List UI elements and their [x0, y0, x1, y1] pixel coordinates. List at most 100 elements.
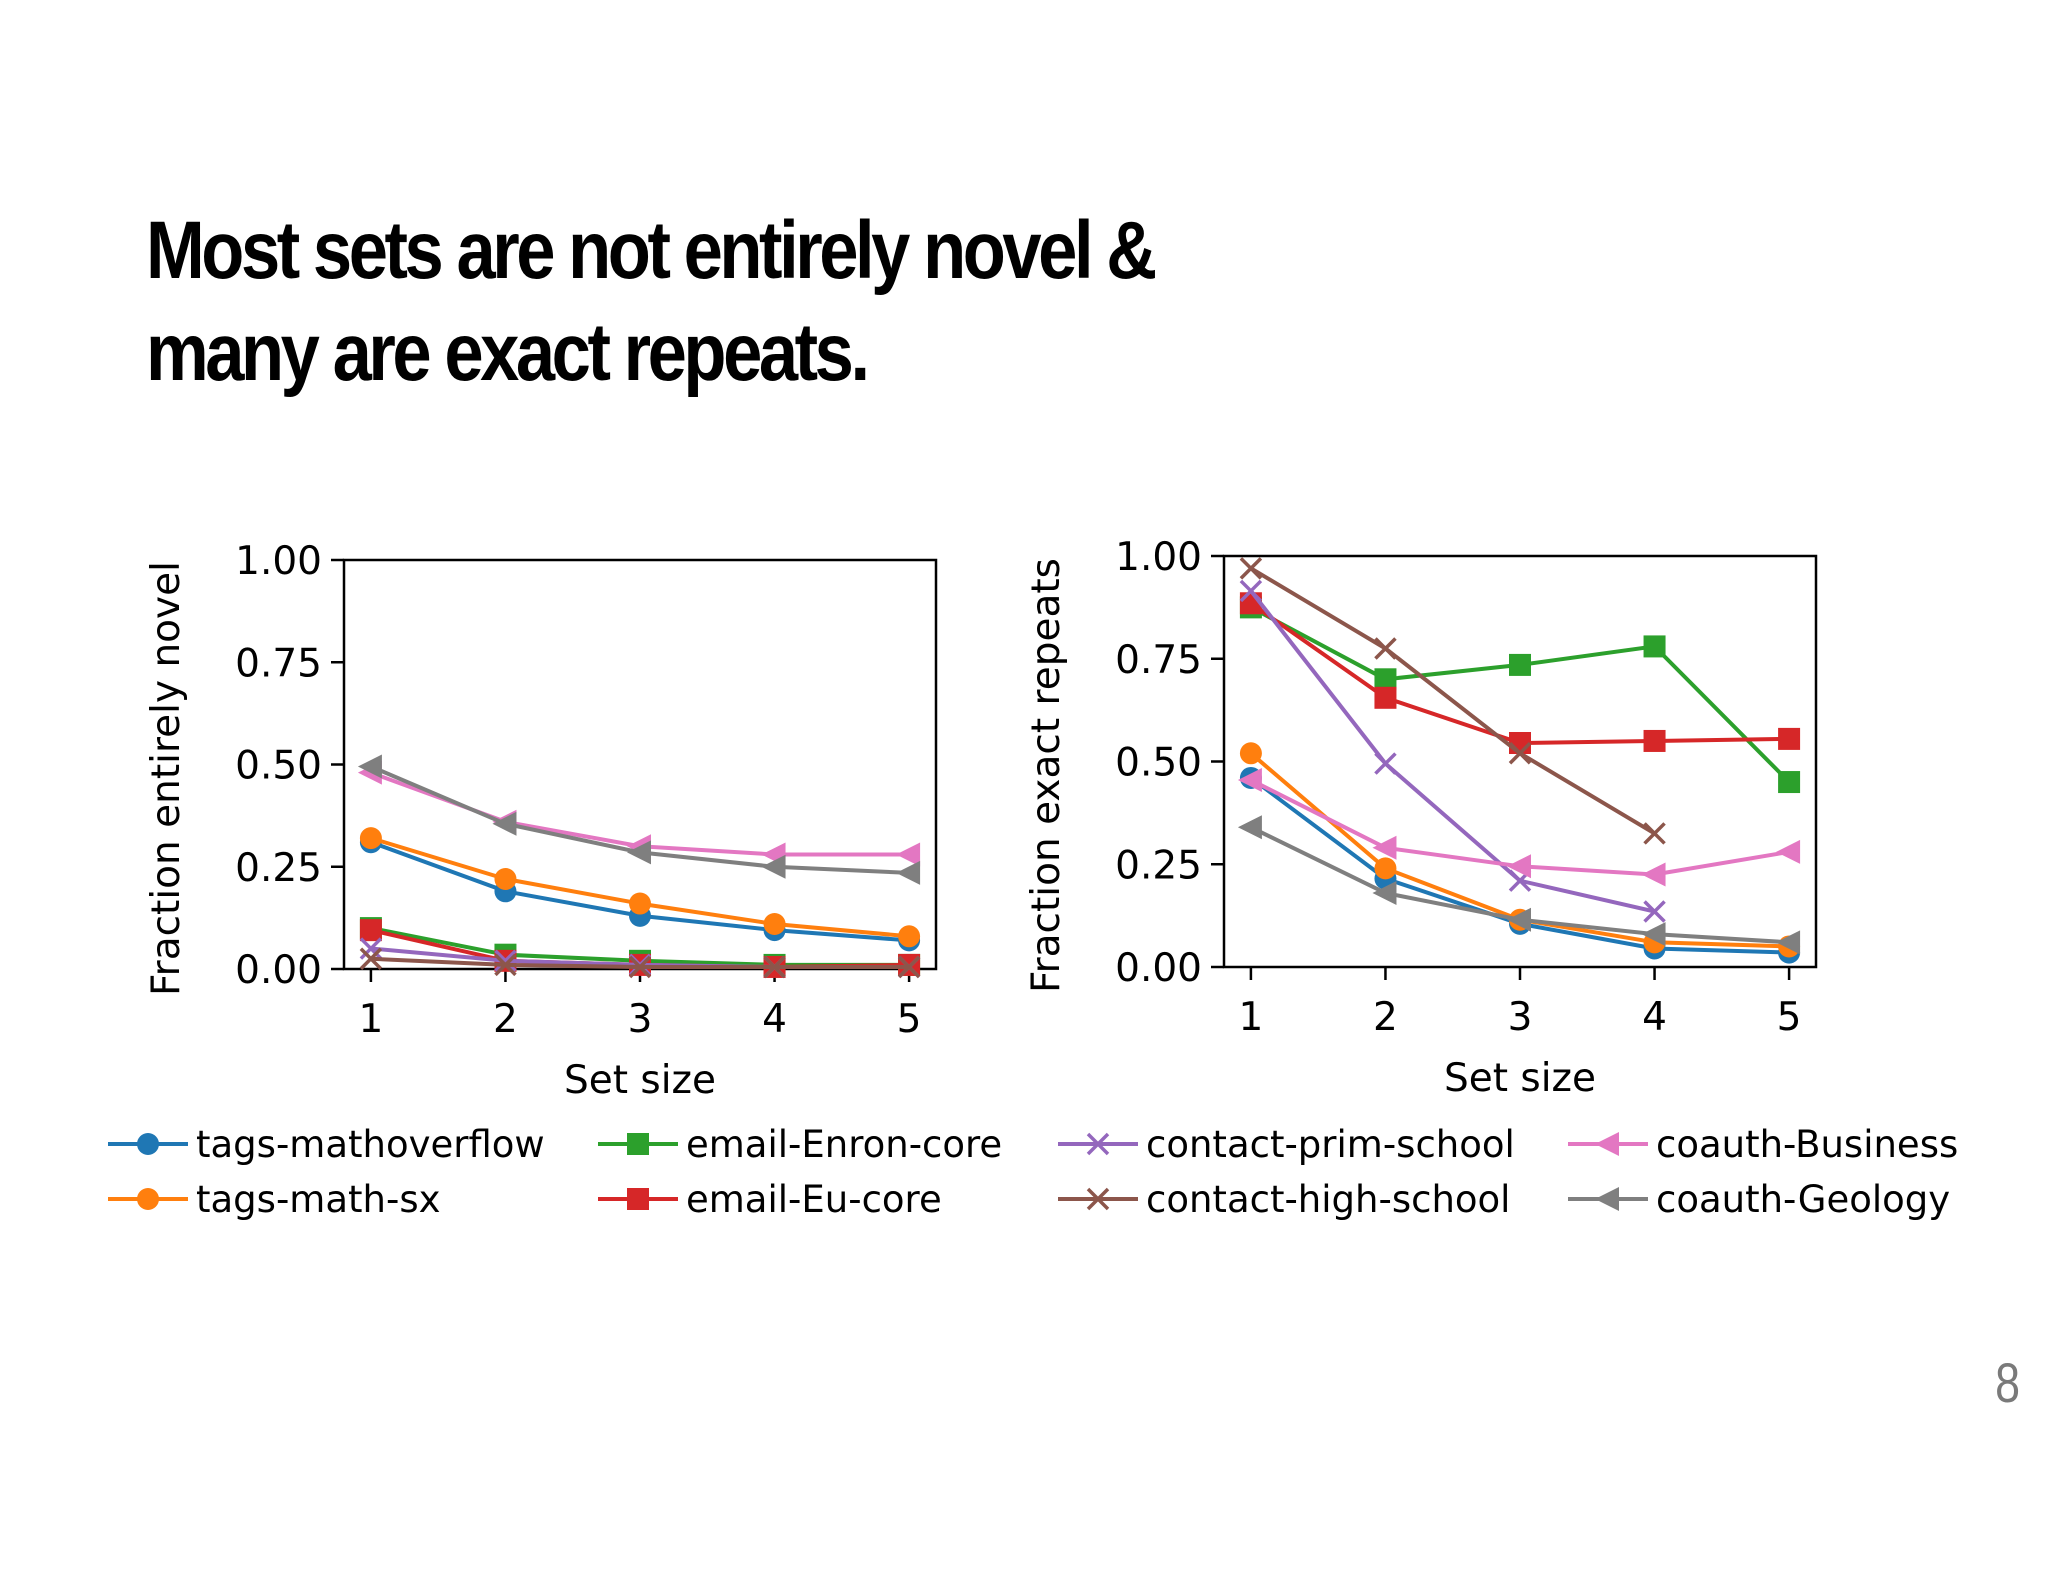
- data-point: [1643, 729, 1666, 752]
- x-tick-label: 4: [762, 997, 787, 1042]
- data-point: [492, 811, 517, 836]
- data-point: [1374, 668, 1397, 691]
- x-tick-label: 1: [358, 997, 383, 1042]
- y-tick-label: 0.50: [235, 744, 322, 789]
- x-tick-label: 2: [1373, 995, 1398, 1040]
- y-axis-label: Fraction exact repeats: [1024, 558, 1069, 993]
- data-point: [1643, 822, 1666, 845]
- legend-item-tags-mathoverflow: tags-mathoverflow: [108, 1123, 545, 1166]
- series-tags-mathoverflow: [359, 831, 921, 952]
- y-tick-label: 1.00: [1115, 535, 1202, 580]
- data-point: [763, 913, 786, 936]
- series-coauth-Business: [1237, 767, 1801, 887]
- y-tick-label: 0.00: [235, 948, 322, 993]
- plot-frame: [1222, 554, 1818, 969]
- legend-marker: [1595, 1187, 1619, 1211]
- data-point: [1237, 767, 1262, 792]
- legend-label: contact-prim-school: [1146, 1123, 1515, 1166]
- title-line-2: many are exact repeats.: [146, 307, 870, 398]
- x-axis-label: Set size: [564, 1058, 716, 1103]
- series-line: [1249, 566, 1656, 836]
- legend-item-contact-prim-school: contact-prim-school: [1058, 1123, 1515, 1166]
- series-coauth-Geology: [1237, 815, 1801, 955]
- x-tick-label: 4: [1642, 995, 1667, 1040]
- legend-marker: [137, 1188, 159, 1210]
- data-point: [1374, 637, 1397, 660]
- data-point: [1643, 900, 1666, 923]
- data-point: [1372, 835, 1397, 860]
- series-line: [1249, 589, 1655, 914]
- series-coauth-Geology: [357, 754, 921, 885]
- data-point: [494, 953, 517, 977]
- y-tick-label: 0.75: [1115, 638, 1202, 683]
- data-point: [1239, 742, 1262, 765]
- legend-item-coauth-Geology: coauth-Geology: [1568, 1178, 1950, 1221]
- legend-label: tags-math-sx: [196, 1178, 441, 1221]
- x-tick-label: 2: [493, 997, 518, 1042]
- legend-marker: [1086, 1132, 1110, 1156]
- data-point: [1374, 686, 1397, 709]
- data-point: [627, 840, 651, 865]
- series-contact-high-school: [359, 947, 921, 979]
- legend-item-contact-high-school: contact-high-school: [1058, 1178, 1510, 1221]
- legend-label: contact-high-school: [1146, 1178, 1510, 1221]
- data-point: [896, 842, 921, 867]
- x-axis-label: Set size: [1444, 1056, 1596, 1101]
- data-point: [494, 949, 517, 973]
- data-point: [1239, 579, 1263, 603]
- x-tick-label: 5: [897, 997, 922, 1042]
- data-point: [1778, 771, 1801, 794]
- x-tick-label: 5: [1777, 995, 1802, 1040]
- data-point: [763, 955, 786, 979]
- x-tick-label: 3: [628, 997, 653, 1042]
- legend-label: email-Enron-core: [686, 1123, 1002, 1166]
- data-point: [628, 955, 652, 979]
- series-tags-math-sx: [359, 827, 921, 948]
- data-point: [494, 868, 517, 891]
- y-tick-label: 1.00: [235, 539, 322, 584]
- series-email-Enron-core: [1239, 596, 1801, 794]
- legend: tags-mathoverflow tags-math-sx email-Enron…: [108, 1123, 1958, 1221]
- data-point: [359, 937, 383, 960]
- chart-exact-repeats: 0.00 0.25 0.50 0.75 1.00 1 2 3 4 5 Set size Fractio…: [1024, 535, 1818, 1101]
- data-point: [359, 919, 382, 942]
- x-tick-label: 3: [1508, 995, 1533, 1040]
- data-point: [897, 955, 921, 979]
- data-point: [898, 925, 921, 948]
- data-point: [1641, 862, 1666, 887]
- data-point: [1778, 727, 1801, 750]
- legend-label: email-Eu-core: [686, 1178, 942, 1221]
- y-tick-label: 0.25: [1115, 843, 1202, 888]
- series-contact-prim-school: [1239, 579, 1666, 923]
- data-point: [1507, 907, 1531, 932]
- data-point: [359, 947, 383, 971]
- data-point: [357, 754, 382, 779]
- data-point: [1508, 742, 1532, 765]
- y-tick-label: 0.50: [1115, 741, 1202, 786]
- y-tick-label: 0.75: [235, 641, 322, 686]
- x-tick-label: 1: [1238, 995, 1263, 1040]
- title-line-1: Most sets are not entirely novel &: [146, 205, 1157, 296]
- data-point: [1507, 854, 1531, 879]
- data-point: [1643, 635, 1666, 658]
- legend-marker: [1086, 1187, 1110, 1211]
- y-tick-label: 0.25: [235, 846, 322, 891]
- data-point: [1776, 839, 1801, 864]
- data-point: [1509, 732, 1531, 755]
- data-point: [1509, 653, 1531, 676]
- data-point: [1374, 752, 1397, 775]
- data-point: [1374, 857, 1397, 880]
- data-point: [359, 827, 382, 850]
- legend-label: coauth-Geology: [1656, 1178, 1950, 1221]
- y-axis-label: Fraction entirely novel: [144, 561, 189, 996]
- data-point: [1776, 930, 1801, 955]
- legend-item-email-Enron-core: email-Enron-core: [598, 1123, 1002, 1166]
- legend-item-coauth-Business: coauth-Business: [1568, 1123, 1958, 1166]
- data-point: [1237, 815, 1262, 840]
- y-tick-label: 0.00: [1115, 946, 1202, 991]
- legend-marker: [627, 1188, 649, 1210]
- data-point: [1372, 881, 1397, 906]
- legend-label: tags-mathoverflow: [196, 1123, 545, 1166]
- legend-marker: [137, 1133, 159, 1155]
